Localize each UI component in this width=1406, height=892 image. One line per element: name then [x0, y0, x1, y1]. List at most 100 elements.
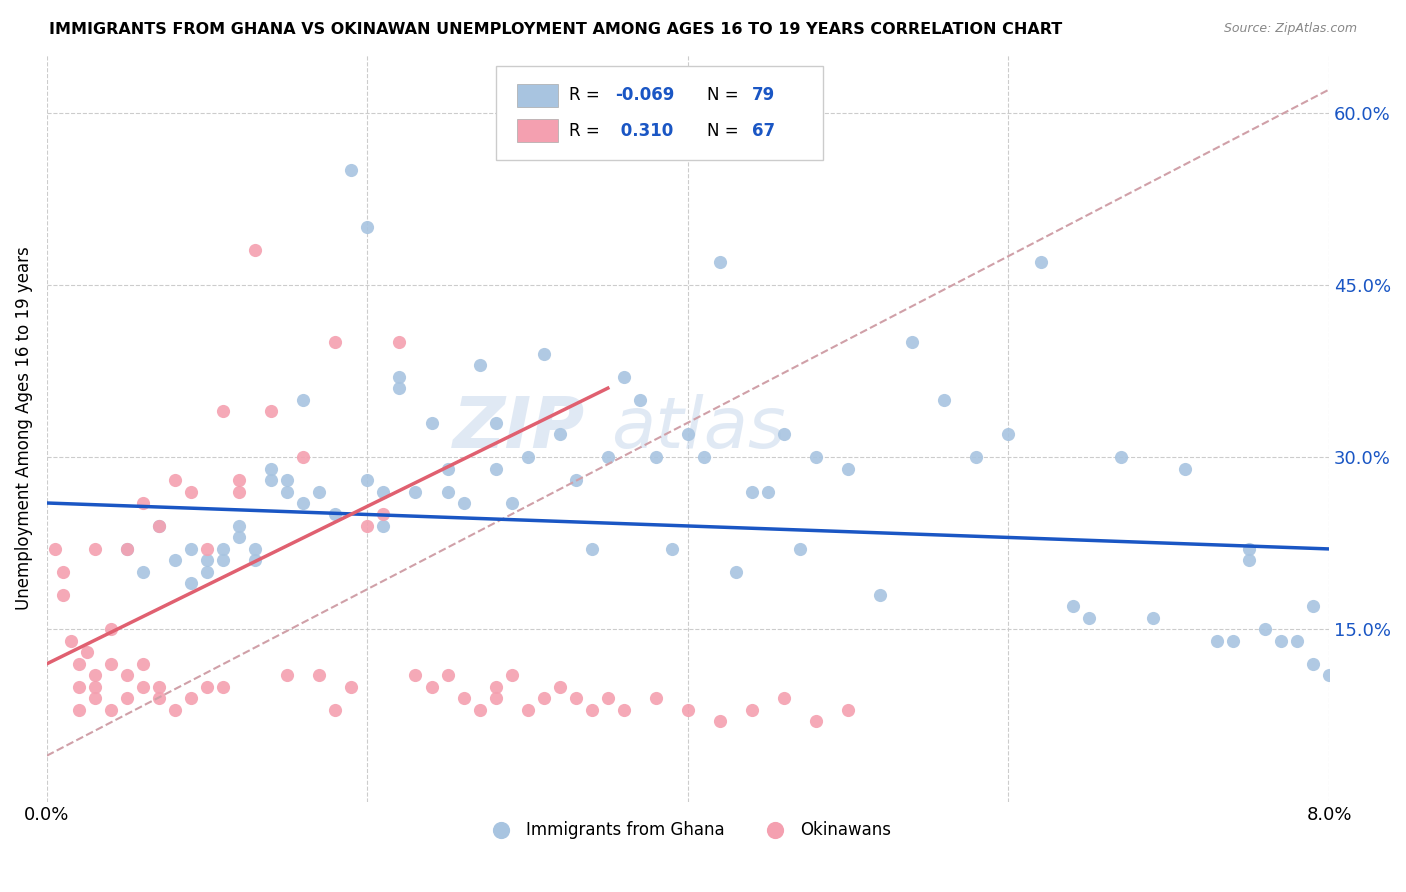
FancyBboxPatch shape — [517, 119, 558, 143]
Point — [325, 335, 347, 350]
Point — [340, 163, 363, 178]
Point — [533, 691, 555, 706]
Point — [1142, 611, 1164, 625]
Point — [165, 553, 187, 567]
Point — [165, 473, 187, 487]
Point — [84, 691, 107, 706]
Point — [405, 484, 427, 499]
Point — [516, 703, 538, 717]
Point — [388, 381, 411, 395]
Text: N =: N = — [707, 122, 744, 140]
Point — [180, 484, 202, 499]
Point — [276, 484, 298, 499]
Point — [212, 553, 235, 567]
Point — [115, 541, 138, 556]
Point — [581, 703, 603, 717]
Point — [76, 645, 98, 659]
Legend: Immigrants from Ghana, Okinawans: Immigrants from Ghana, Okinawans — [478, 814, 898, 846]
Point — [453, 496, 475, 510]
Point — [44, 541, 66, 556]
Text: 0.310: 0.310 — [614, 122, 673, 140]
Point — [67, 680, 90, 694]
Point — [276, 668, 298, 682]
Point — [997, 427, 1019, 442]
Point — [676, 703, 699, 717]
Point — [1302, 599, 1324, 614]
Text: 67: 67 — [752, 122, 775, 140]
Point — [1205, 633, 1227, 648]
Y-axis label: Unemployment Among Ages 16 to 19 years: Unemployment Among Ages 16 to 19 years — [15, 246, 32, 610]
Point — [148, 691, 170, 706]
Point — [420, 416, 443, 430]
Point — [245, 541, 267, 556]
Point — [67, 703, 90, 717]
Point — [132, 680, 155, 694]
Point — [420, 680, 443, 694]
Point — [1174, 461, 1197, 475]
Point — [115, 691, 138, 706]
Point — [436, 461, 458, 475]
Point — [245, 553, 267, 567]
Point — [260, 473, 283, 487]
Point — [1222, 633, 1244, 648]
Point — [405, 668, 427, 682]
Point — [84, 668, 107, 682]
Point — [115, 668, 138, 682]
Point — [1237, 553, 1260, 567]
Point — [228, 484, 250, 499]
Point — [789, 541, 811, 556]
Point — [388, 335, 411, 350]
Point — [934, 392, 956, 407]
Point — [644, 691, 666, 706]
Point — [565, 473, 588, 487]
Point — [1109, 450, 1132, 464]
Point — [804, 714, 827, 729]
Point — [325, 508, 347, 522]
Point — [1237, 541, 1260, 556]
Point — [388, 369, 411, 384]
Point — [485, 461, 508, 475]
FancyBboxPatch shape — [496, 66, 823, 160]
Point — [741, 484, 763, 499]
Point — [804, 450, 827, 464]
Point — [228, 473, 250, 487]
Point — [276, 473, 298, 487]
Point — [148, 519, 170, 533]
Text: Source: ZipAtlas.com: Source: ZipAtlas.com — [1223, 22, 1357, 36]
Point — [1254, 623, 1277, 637]
Point — [485, 416, 508, 430]
Text: ZIP: ZIP — [453, 394, 585, 463]
Point — [468, 358, 491, 372]
Point — [212, 404, 235, 418]
Text: 79: 79 — [752, 86, 775, 103]
Point — [596, 691, 619, 706]
Point — [132, 496, 155, 510]
Point — [228, 531, 250, 545]
Point — [501, 668, 523, 682]
Point — [596, 450, 619, 464]
Point — [436, 484, 458, 499]
Point — [565, 691, 588, 706]
Point — [132, 657, 155, 671]
Point — [1062, 599, 1084, 614]
Point — [356, 473, 378, 487]
Point — [485, 691, 508, 706]
Text: IMMIGRANTS FROM GHANA VS OKINAWAN UNEMPLOYMENT AMONG AGES 16 TO 19 YEARS CORRELA: IMMIGRANTS FROM GHANA VS OKINAWAN UNEMPL… — [49, 22, 1063, 37]
Point — [485, 680, 508, 694]
Point — [195, 680, 218, 694]
Point — [52, 588, 75, 602]
Point — [325, 703, 347, 717]
Point — [501, 496, 523, 510]
Point — [260, 404, 283, 418]
Point — [1285, 633, 1308, 648]
Point — [628, 392, 651, 407]
Point — [195, 553, 218, 567]
Point — [212, 541, 235, 556]
Point — [180, 576, 202, 591]
Point — [356, 519, 378, 533]
Point — [84, 680, 107, 694]
Point — [373, 508, 395, 522]
Point — [741, 703, 763, 717]
Point — [195, 565, 218, 579]
Point — [756, 484, 779, 499]
